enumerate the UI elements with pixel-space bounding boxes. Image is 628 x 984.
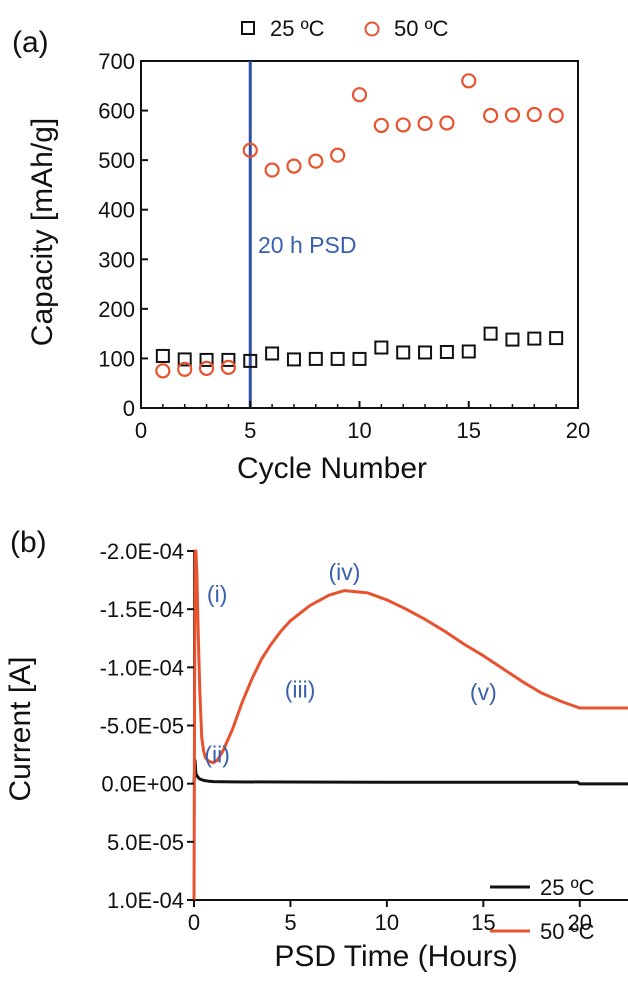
panel-label-b: (b) [10,526,47,559]
x-tick-label-b: 10 [375,910,399,935]
point-25c [243,353,258,368]
point-50c [526,106,542,123]
point-50c [286,158,302,174]
x-tick-label-b: 0 [188,910,200,935]
panel-a: (a) 25 ºC 50 ºC 20 h PSD 0 5 10 15 200100200… [12,16,590,485]
x-tick-label-a: 20 [566,418,590,443]
lines-b [192,549,628,901]
point-25c [352,351,367,366]
point-25c [155,348,170,363]
phase-label: (ii) [204,742,230,768]
legend-label-50: 50 ºC [394,16,449,41]
point-50c [220,359,236,375]
point-25c [505,332,520,347]
point-25c [439,344,454,359]
point-50c [461,73,477,89]
x-axis-title-a: Cycle Number [237,452,427,485]
y-tick-label-a: 300 [98,247,135,272]
point-25c [374,340,389,355]
x-tick-label-b: 20 [568,910,592,935]
y-tick-label-b: 0.0E+00 [101,772,184,797]
point-50c [351,87,368,103]
x-tick-label-a: 0 [135,418,147,443]
plot-frame-a [140,60,579,409]
phase-label: (v) [470,679,497,705]
marks-a [155,73,564,379]
y-tick-label-a: 200 [98,297,135,322]
psd-label: 20 h PSD [258,232,356,258]
y-tick-label-a: 500 [98,148,135,173]
y-tick-label-b: 1.0E-04 [107,888,184,913]
panel-label-a: (a) [12,26,49,59]
legend-b: 25 ºC 50 ºC [490,875,595,944]
point-25c [527,331,542,346]
x-tick-label-b: 5 [284,910,296,935]
point-25c [265,346,280,361]
y-axis-title-a: Capacity [mAh/g] [26,118,59,346]
legend-a: 25 ºC 50 ºC [241,16,449,41]
point-50c [177,361,193,377]
point-25c [396,345,411,360]
ticks-b: 0 5 10 15 20-2.0E-04-1.5E-04-1.0E-04-5.0E-05… [100,539,592,935]
y-tick-label-b: -1.0E-04 [100,655,184,680]
axes-a [140,60,579,409]
point-50c [417,115,433,132]
y-tick-label-b: -5.0E-05 [100,714,184,739]
x-tick-label-a: 5 [244,418,256,443]
y-tick-label-a: 600 [98,99,135,124]
point-25c [199,352,214,367]
y-tick-label-a: 100 [98,346,135,371]
point-50c [264,162,280,178]
point-25c [221,352,236,367]
point-50c [483,107,499,124]
point-50c [439,115,455,131]
legend-marker-25 [241,21,255,35]
legend-marker-50 [364,21,380,37]
x-tick-label-a: 10 [347,418,371,443]
axes-b [193,551,628,901]
point-25c [461,344,476,359]
point-50c [330,147,346,163]
phase-label: (iii) [285,676,316,702]
line-25c [192,758,628,786]
x-tick-label-a: 15 [457,418,481,443]
y-axis-title-b: Current [A] [4,656,37,801]
point-50c [373,117,389,134]
point-50c [395,117,411,133]
y-tick-label-b: -1.5E-04 [100,597,184,622]
point-50c [242,142,258,158]
phase-label: (iv) [328,559,360,585]
point-50c [504,107,521,123]
point-25c [286,352,301,367]
point-50c [155,363,171,379]
point-50c [308,153,324,169]
panel-b: (b) (i)(ii)(iii)(iv)(v) 0 5 10 15 20-2.0E-04… [4,526,628,973]
y-tick-label-b: 5.0E-05 [107,830,184,855]
point-25c [177,352,192,367]
y-tick-label-a: 700 [98,49,135,74]
point-25c [418,345,433,360]
point-25c [330,351,345,366]
legend-label-25: 25 ºC [270,16,325,41]
point-25c [549,331,564,346]
annotations-b: (i) (ii) (iii) (iv) (v) [204,559,496,768]
legend-label-b-50: 50 ºC [540,919,595,944]
point-50c [548,107,564,124]
phase-label: (i) [207,581,227,607]
line-50c [192,549,628,901]
x-axis-title-b: PSD Time (Hours) [274,940,517,973]
point-25c [483,326,498,341]
point-25c [308,351,323,366]
y-tick-label-a: 0 [123,396,135,421]
y-tick-label-a: 400 [98,198,135,223]
point-50c [198,360,215,376]
y-tick-label-b: -2.0E-04 [100,539,184,564]
legend-label-b-25: 25 ºC [540,875,595,900]
